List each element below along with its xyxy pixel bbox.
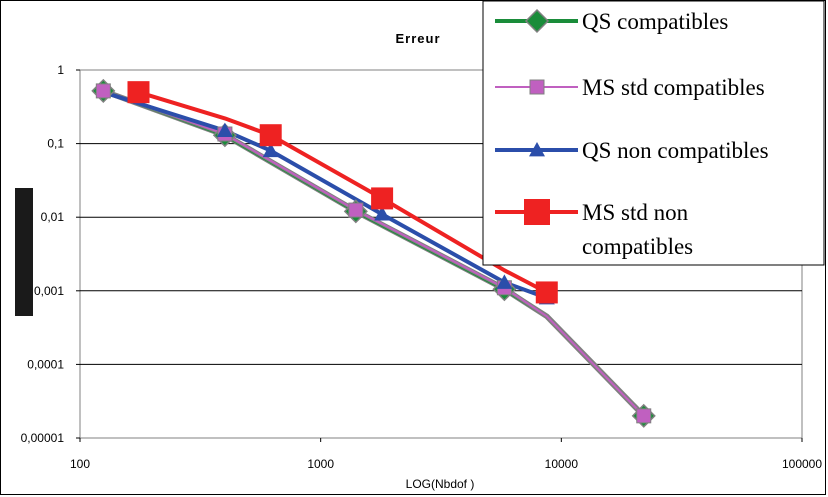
legend-marker <box>524 199 550 225</box>
data-point <box>127 81 150 104</box>
y-tick-label: 0,00001 <box>21 431 65 445</box>
legend: QS compatibles MS std compatibles QS non c… <box>482 0 825 266</box>
series-markers <box>91 78 656 428</box>
y-tick-label: 0,01 <box>41 210 65 224</box>
x-tick-label: 1000 <box>307 457 334 471</box>
series-lines <box>102 88 646 418</box>
y-axis-title-box <box>15 188 33 316</box>
data-point <box>371 187 394 210</box>
data-point <box>262 142 279 158</box>
series-line <box>137 90 548 295</box>
legend-marker <box>529 79 545 95</box>
legend-marker <box>529 142 545 157</box>
legend-label: MS std compatibles <box>582 75 765 100</box>
y-axis-ticks: 1 0,1 0,01 0,001 0,0001 0,00001 <box>21 63 80 445</box>
legend-label: QS non compatibles <box>582 138 769 163</box>
y-tick-label: 0,001 <box>34 284 64 298</box>
data-point <box>259 124 282 147</box>
chart-title: Erreur <box>395 31 440 46</box>
legend-label: MS std non <box>582 200 689 225</box>
x-tick-label: 100 <box>70 457 90 471</box>
data-point <box>95 83 111 99</box>
data-point <box>636 408 652 424</box>
data-point <box>535 281 558 304</box>
legend-label: QS compatibles <box>582 9 728 34</box>
x-tick-label: 10000 <box>545 457 579 471</box>
x-axis-ticks: 100 1000 10000 100000 <box>70 438 822 471</box>
data-point <box>496 274 513 289</box>
legend-marker <box>524 8 550 34</box>
y-tick-label: 0,1 <box>47 137 64 151</box>
data-point <box>216 122 233 138</box>
data-point <box>348 202 364 218</box>
data-point <box>374 206 391 221</box>
y-tick-label: 0,0001 <box>27 357 64 371</box>
legend-label: compatibles <box>582 234 693 259</box>
y-tick-label: 1 <box>57 63 64 77</box>
legend-box <box>482 0 825 266</box>
x-axis-title: LOG(Nbdof ) <box>406 477 475 491</box>
x-tick-label: 100000 <box>782 457 822 471</box>
series-line <box>102 89 645 417</box>
